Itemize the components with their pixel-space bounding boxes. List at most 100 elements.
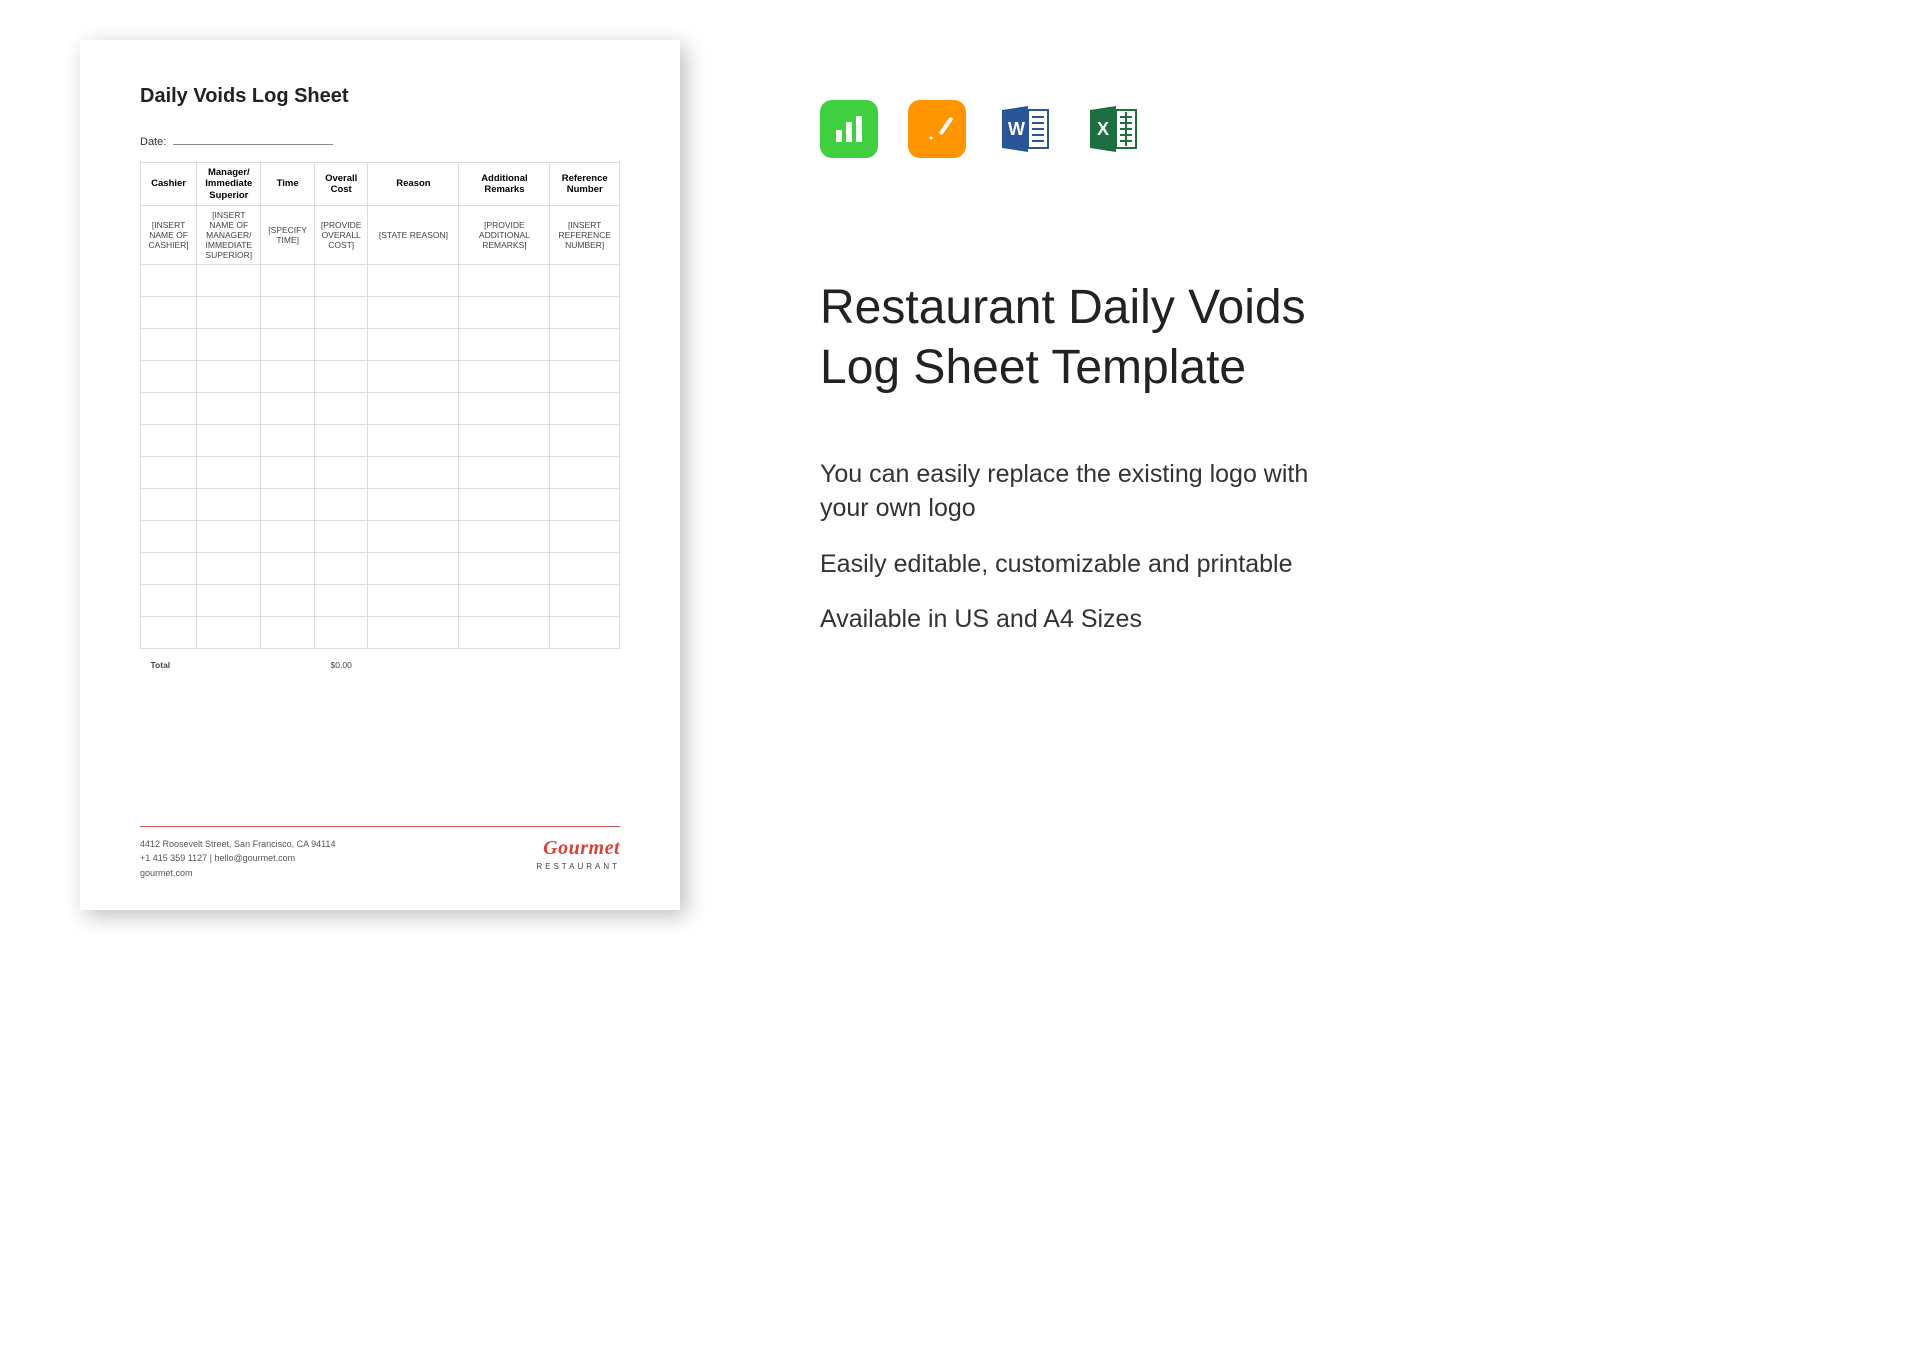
feature-item: You can easily replace the existing logo… — [820, 458, 1340, 526]
empty-cell — [550, 297, 620, 329]
empty-cell — [261, 553, 315, 585]
table-body: [INSERT NAME OF CASHIER] [INSERT NAME OF… — [141, 206, 620, 681]
empty-cell — [459, 361, 550, 393]
product-title-line1: Restaurant Daily Voids — [820, 281, 1306, 334]
empty-cell — [314, 393, 368, 425]
empty-cell — [261, 489, 315, 521]
date-label: Date: — [140, 136, 166, 148]
empty-cell — [314, 553, 368, 585]
col-header-remarks: Additional Remarks — [459, 163, 550, 206]
feature-item: Available in US and A4 Sizes — [820, 603, 1340, 637]
empty-cell — [314, 297, 368, 329]
empty-cell — [141, 393, 197, 425]
feature-list: You can easily replace the existing logo… — [820, 458, 1840, 637]
table-total-row: Total $0.00 — [141, 649, 620, 681]
empty-cell — [261, 585, 315, 617]
col-header-time: Time — [261, 163, 315, 206]
empty-cell — [314, 585, 368, 617]
empty-cell — [314, 265, 368, 297]
empty-cell — [368, 521, 459, 553]
brand-name: Gourmet — [536, 837, 620, 860]
empty-cell — [459, 393, 550, 425]
empty-cell — [550, 553, 620, 585]
empty-cell — [197, 393, 261, 425]
empty-cell — [197, 457, 261, 489]
empty-cell — [550, 393, 620, 425]
empty-cell — [550, 521, 620, 553]
table-empty-row — [141, 617, 620, 649]
feature-item: Easily editable, customizable and printa… — [820, 548, 1340, 582]
empty-cell — [550, 425, 620, 457]
product-title: Restaurant Daily Voids Log Sheet Templat… — [820, 278, 1840, 398]
total-cost-value: $0.00 — [314, 649, 368, 681]
col-header-cashier: Cashier — [141, 163, 197, 206]
table-empty-row — [141, 265, 620, 297]
col-header-ref: Reference Number — [550, 163, 620, 206]
empty-cell — [550, 489, 620, 521]
empty-cell — [197, 553, 261, 585]
table-empty-row — [141, 425, 620, 457]
empty-cell — [459, 425, 550, 457]
cell-cashier: [INSERT NAME OF CASHIER] — [141, 206, 197, 265]
empty-cell — [314, 489, 368, 521]
col-header-reason: Reason — [368, 163, 459, 206]
footer-address: 4412 Roosevelt Street, San Francisco, CA… — [140, 837, 335, 851]
empty-cell — [141, 585, 197, 617]
table-empty-row — [141, 521, 620, 553]
empty-cell — [197, 361, 261, 393]
date-field-row: Date: — [140, 136, 620, 148]
empty-cell — [368, 329, 459, 361]
empty-cell — [550, 329, 620, 361]
empty-cell — [368, 617, 459, 649]
empty-cell — [141, 361, 197, 393]
empty-cell — [550, 265, 620, 297]
excel-icon[interactable]: X — [1084, 100, 1142, 158]
cell-manager: [INSERT NAME OF MANAGER/ IMMEDIATE SUPER… — [197, 206, 261, 265]
empty-cell — [368, 553, 459, 585]
empty-cell — [368, 457, 459, 489]
empty-cell — [368, 425, 459, 457]
empty-cell — [459, 585, 550, 617]
empty-cell — [141, 457, 197, 489]
empty-cell — [197, 617, 261, 649]
empty-cell — [368, 393, 459, 425]
voids-log-table: Cashier Manager/ Immediate Superior Time… — [140, 162, 620, 681]
empty-cell — [141, 553, 197, 585]
empty-cell — [197, 521, 261, 553]
empty-cell — [141, 521, 197, 553]
empty-cell — [261, 297, 315, 329]
empty-cell — [197, 585, 261, 617]
numbers-icon[interactable] — [820, 100, 878, 158]
empty-cell — [459, 553, 550, 585]
empty-cell — [314, 361, 368, 393]
word-icon[interactable]: W — [996, 100, 1054, 158]
table-header-row: Cashier Manager/ Immediate Superior Time… — [141, 163, 620, 206]
empty-cell — [550, 361, 620, 393]
table-empty-row — [141, 489, 620, 521]
empty-cell — [141, 489, 197, 521]
empty-cell — [314, 329, 368, 361]
empty-cell — [459, 617, 550, 649]
table-empty-row — [141, 553, 620, 585]
pages-icon[interactable] — [908, 100, 966, 158]
total-label: Total — [141, 649, 315, 681]
empty-cell — [197, 297, 261, 329]
svg-text:X: X — [1097, 119, 1109, 139]
empty-cell — [197, 265, 261, 297]
product-info-panel: W X Restaurant Dail — [700, 40, 1840, 1308]
svg-text:W: W — [1008, 119, 1025, 139]
empty-cell — [141, 617, 197, 649]
empty-cell — [141, 329, 197, 361]
table-empty-row — [141, 361, 620, 393]
footer-contact-block: 4412 Roosevelt Street, San Francisco, CA… — [140, 837, 335, 880]
empty-cell — [550, 617, 620, 649]
cell-cost: [PROVIDE OVERALL COST] — [314, 206, 368, 265]
empty-cell — [261, 265, 315, 297]
empty-cell — [459, 521, 550, 553]
document-page: Daily Voids Log Sheet Date: Cashier Mana… — [80, 40, 680, 910]
empty-cell — [550, 457, 620, 489]
app-icons-row: W X — [820, 100, 1840, 158]
empty-cell — [368, 265, 459, 297]
total-spacer — [368, 649, 620, 681]
table-empty-row — [141, 329, 620, 361]
